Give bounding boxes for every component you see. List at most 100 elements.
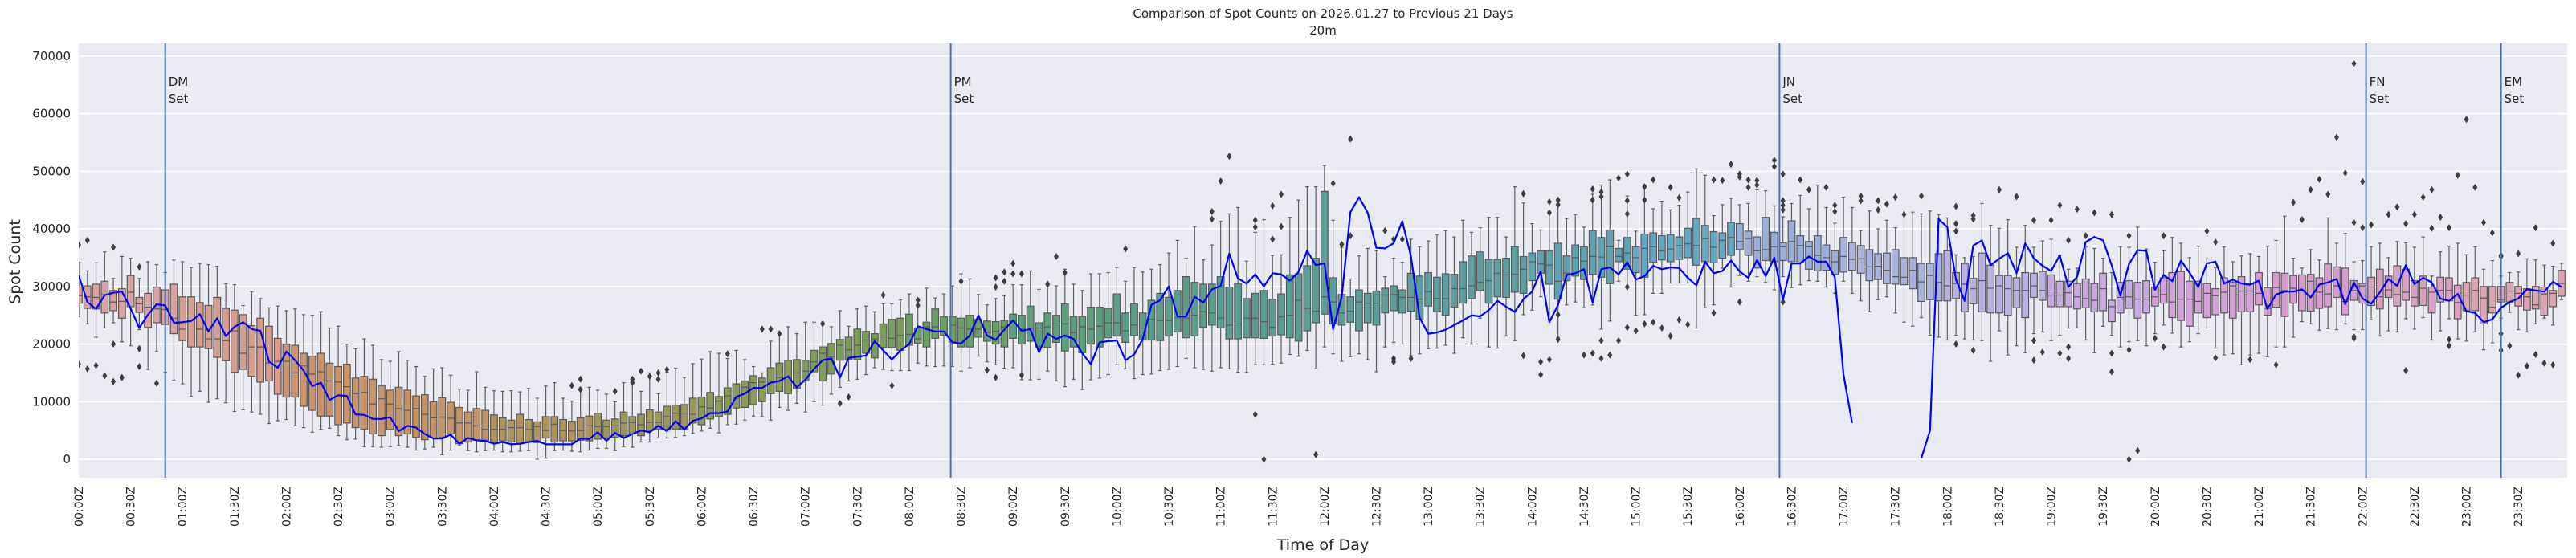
x-tick-label: 08:30Z	[956, 487, 969, 527]
outlier-point	[1607, 351, 1613, 359]
box	[1320, 165, 1329, 348]
outlier-point	[2152, 334, 2158, 342]
outlier-point	[2066, 354, 2072, 362]
box-body	[463, 411, 472, 443]
x-tick-label: 20:30Z	[2201, 487, 2214, 527]
outlier-point	[1642, 183, 1647, 191]
box	[1925, 210, 1934, 336]
box-body	[1606, 229, 1615, 284]
box-body	[1718, 232, 1727, 259]
y-tick-label: 50000	[32, 164, 71, 178]
box-body	[1700, 225, 1709, 263]
box	[378, 359, 386, 448]
box	[1658, 200, 1666, 294]
x-tick-label: 04:30Z	[541, 487, 553, 527]
outlier-point	[2386, 210, 2391, 218]
outlier-point	[1754, 177, 1760, 185]
box	[2453, 242, 2462, 340]
box	[2237, 255, 2246, 365]
x-tick-label: 08:00Z	[904, 487, 917, 527]
box	[247, 291, 256, 413]
outlier-point	[984, 366, 990, 374]
box-body	[2531, 286, 2540, 310]
box-body	[1684, 227, 1692, 259]
outlier-point	[2438, 214, 2443, 222]
event-label: JN	[1782, 75, 1795, 89]
x-tick-label: 12:30Z	[1371, 487, 1384, 527]
box-body	[1831, 250, 1839, 275]
box-body	[2202, 283, 2211, 319]
box	[1259, 218, 1268, 365]
outlier-point	[1590, 349, 1595, 357]
box-body	[1675, 236, 1684, 260]
outlier-point	[1832, 202, 1838, 210]
box-body	[1744, 230, 1753, 256]
box	[213, 266, 222, 400]
box	[853, 308, 862, 380]
box-body	[2168, 271, 2177, 319]
outlier-point	[2135, 446, 2141, 454]
box	[516, 391, 525, 452]
box	[2315, 259, 2324, 331]
box	[1078, 290, 1087, 390]
box-body	[1476, 251, 1484, 291]
box	[1770, 205, 1778, 291]
outlier-point	[2342, 169, 2348, 177]
event-label: Set	[954, 92, 974, 106]
box	[1225, 213, 1234, 369]
box-body	[1519, 255, 1528, 294]
box-body	[2514, 286, 2523, 307]
outlier-point	[1279, 222, 1284, 230]
outlier-point	[2247, 356, 2253, 364]
outlier-point	[1261, 455, 1267, 463]
outlier-point	[2369, 221, 2374, 229]
box-body	[1727, 222, 1735, 256]
box	[2549, 266, 2558, 326]
box	[757, 372, 766, 417]
box-body	[931, 308, 940, 339]
box-body	[1199, 283, 1208, 328]
outlier-point	[2507, 342, 2513, 350]
box-body	[1424, 271, 1433, 307]
outlier-point	[1399, 235, 1405, 243]
event-label: DM	[169, 75, 189, 89]
event-label: Set	[2370, 92, 2390, 106]
box	[265, 307, 273, 425]
outlier-point	[725, 350, 730, 358]
outlier-point	[1598, 188, 1604, 196]
box-body	[1493, 259, 1502, 298]
outlier-point	[1590, 185, 1595, 193]
box-body	[757, 377, 766, 402]
box	[706, 351, 715, 429]
outlier-point	[79, 241, 81, 249]
x-tick-label: 10:00Z	[1111, 487, 1124, 527]
box	[1519, 202, 1528, 316]
outlier-point	[2411, 210, 2417, 218]
box-body	[1251, 292, 1259, 339]
box-body	[2384, 275, 2393, 299]
outlier-point	[2524, 362, 2529, 370]
box	[1199, 259, 1208, 370]
outlier-point	[1884, 200, 1889, 208]
box	[1856, 230, 1865, 302]
box-body	[195, 302, 204, 348]
outlier-point	[1651, 318, 1656, 326]
box	[1432, 234, 1441, 349]
box-body	[1441, 273, 1450, 316]
box-body	[516, 413, 525, 445]
box-body	[1087, 307, 1095, 345]
box-body	[1510, 246, 1519, 293]
box-body	[550, 416, 559, 443]
outlier-point	[1737, 173, 1742, 181]
box-body	[2480, 286, 2488, 325]
outlier-point	[1382, 226, 1388, 234]
outlier-point	[1823, 183, 1829, 191]
outlier-point	[993, 283, 998, 291]
box-body	[2367, 276, 2375, 307]
outlier-point	[1339, 240, 1345, 248]
outlier-point	[1685, 320, 1691, 328]
box-body	[2341, 267, 2349, 316]
box	[1165, 252, 1173, 370]
box	[991, 298, 1000, 365]
box-body	[1346, 296, 1355, 323]
